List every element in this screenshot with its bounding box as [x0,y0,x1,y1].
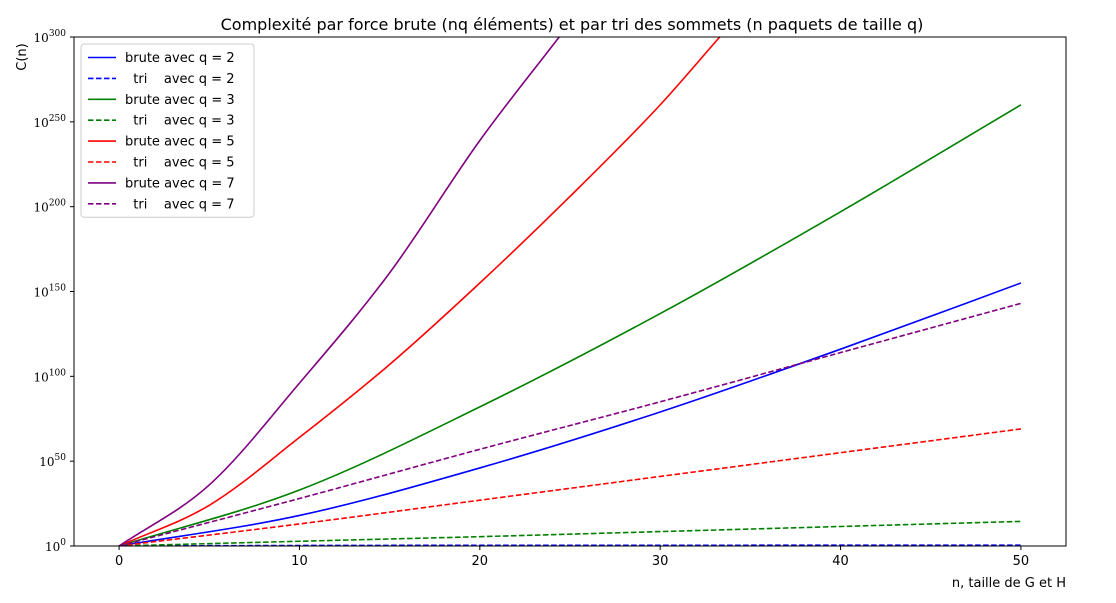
legend-label-brute-q5: brute avec q = 5 [125,135,235,150]
y-tick-exponent: 0 [60,538,66,548]
y-tick-base: 10 [34,201,49,215]
x-axis-ticks: 0 10 20 30 40 50 [115,546,1029,569]
series-line-tri-q5 [118,428,1022,546]
y-tick-exponent: 250 [49,114,66,124]
series-line-tri-q2 [119,544,1021,546]
y-tick-base: 10 [39,455,54,469]
legend-label-tri-q7: tri avec q = 7 [125,197,234,212]
series-line-tri-q3 [119,520,1021,546]
series-line-brute-q3 [118,104,1022,546]
x-tick-label: 20 [472,554,489,569]
y-tick-base: 10 [34,31,49,45]
y-tick-base: 10 [34,286,49,300]
legend-label-tri-q2: tri avec q = 2 [125,72,234,87]
series-line-brute-q5 [118,37,721,546]
series-layer [118,37,1022,546]
series-line-brute-q7 [118,37,560,546]
y-tick-label: 10200 [34,199,67,215]
y-tick-exponent: 150 [49,284,66,294]
series-line-brute-q2 [118,282,1022,546]
y-tick-label: 10300 [34,29,67,45]
legend-label-tri-q5: tri avec q = 5 [125,156,234,171]
x-tick-label: 50 [1013,554,1030,569]
legend-label-brute-q3: brute avec q = 3 [125,93,235,108]
x-axis-label: n, taille de G et H [952,576,1066,591]
x-tick-label: 10 [291,554,308,569]
y-tick-base: 10 [34,370,49,384]
legend-label-brute-q2: brute avec q = 2 [125,51,235,66]
x-tick-label: 40 [832,554,849,569]
x-tick-label: 30 [652,554,669,569]
x-tick-label: 0 [115,554,123,569]
y-tick-exponent: 50 [55,453,67,463]
y-tick-exponent: 200 [49,199,66,209]
legend: brute avec q = 2 tri avec q = 2 brute ave… [80,43,255,218]
chart-title: Complexité par force brute (nq éléments)… [221,15,924,34]
y-tick-label: 1050 [39,453,66,469]
y-axis-label: C(n) [15,43,30,70]
y-tick-label: 100 [45,538,66,554]
legend-label-brute-q7: brute avec q = 7 [125,176,235,191]
y-tick-label: 10100 [34,368,67,384]
y-tick-label: 10250 [34,114,67,130]
series-line-tri-q7 [118,302,1022,546]
y-tick-exponent: 300 [49,29,66,39]
y-tick-label: 10150 [34,284,67,300]
y-tick-base: 10 [45,540,60,554]
y-tick-exponent: 100 [49,368,66,378]
legend-label-tri-q3: tri avec q = 3 [125,114,234,129]
y-tick-base: 10 [34,116,49,130]
legend-box [80,43,255,218]
